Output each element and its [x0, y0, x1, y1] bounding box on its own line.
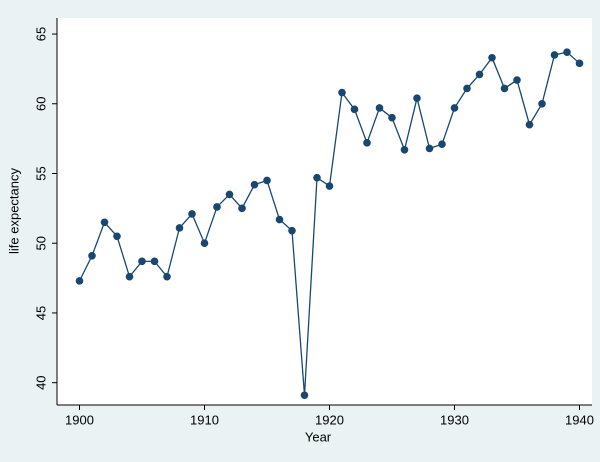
marker: [288, 226, 296, 235]
marker: [188, 210, 196, 218]
marker: [325, 182, 334, 190]
marker: [438, 140, 446, 149]
marker: [388, 113, 396, 122]
x-tick-label: 1930: [440, 412, 469, 427]
marker: [263, 176, 271, 185]
x-axis-label: Year: [305, 429, 332, 444]
marker: [413, 94, 421, 102]
y-tick-label: 55: [33, 166, 48, 180]
marker: [513, 76, 521, 84]
marker: [225, 190, 234, 199]
marker: [150, 257, 159, 266]
marker: [375, 104, 384, 112]
marker: [575, 59, 584, 68]
marker: [538, 99, 546, 108]
marker: [125, 272, 134, 281]
plot-area: [57, 18, 592, 405]
marker: [500, 84, 509, 93]
x-tick-label: 1910: [190, 412, 219, 427]
marker: [425, 144, 434, 153]
marker: [338, 88, 346, 97]
marker: [363, 139, 371, 147]
x-tick-label: 1940: [565, 412, 594, 427]
marker: [463, 84, 471, 93]
marker: [200, 239, 209, 248]
y-tick-label: 45: [33, 306, 48, 320]
marker: [400, 145, 409, 154]
x-tick-label: 1900: [65, 412, 94, 427]
marker: [75, 277, 84, 285]
marker: [275, 215, 284, 224]
marker: [550, 51, 559, 59]
marker: [100, 218, 109, 227]
marker: [475, 70, 484, 79]
marker: [163, 272, 171, 281]
y-tick-label: 40: [33, 375, 48, 389]
marker: [250, 180, 259, 189]
marker: [88, 251, 96, 260]
marker: [450, 104, 459, 112]
marker: [350, 105, 359, 114]
marker: [213, 203, 221, 211]
marker: [175, 224, 184, 232]
y-axis-label: life expectancy: [6, 168, 21, 254]
marker: [525, 120, 534, 129]
y-tick-label: 65: [33, 27, 48, 41]
marker: [300, 391, 309, 400]
y-tick-label: 50: [33, 236, 48, 250]
marker: [313, 173, 321, 182]
x-tick-label: 1920: [315, 412, 344, 427]
marker: [113, 232, 121, 241]
marker: [563, 48, 571, 56]
y-tick-label: 60: [33, 97, 48, 111]
marker: [488, 53, 496, 62]
marker: [238, 204, 246, 213]
marker: [138, 257, 146, 266]
